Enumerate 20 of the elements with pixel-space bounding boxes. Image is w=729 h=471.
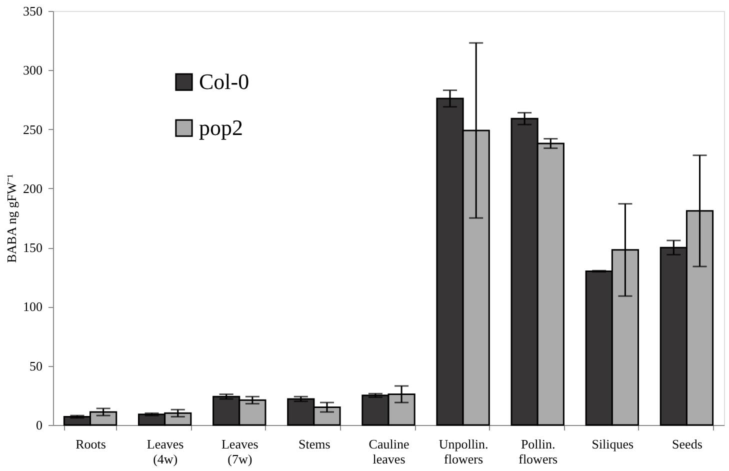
x-tick-label: Pollin. flowers [518,436,558,466]
y-tick-label: 50 [30,358,42,374]
legend-label: Col-0 [199,69,250,94]
x-tick-label: Roots [76,436,106,452]
x-tick-label: Cauline leaves [368,436,410,466]
x-tick-label: Stems [298,436,330,452]
y-tick-label: 250 [23,122,42,137]
y-tick-label: 0 [36,418,42,432]
y-tick-label: 300 [23,62,42,78]
y-tick-label: 350 [23,4,42,18]
x-tick-label: Leaves (7w) [221,436,258,466]
legend-label: pop2 [199,115,243,140]
y-tick-label: 100 [23,299,42,314]
x-tick-label: Unpollin. flowers [438,436,488,466]
x-tick-label: Seeds [672,436,702,452]
x-tick-label: Siliques [592,436,634,452]
x-tick-label: Leaves (4w) [146,436,184,466]
y-tick-label: 200 [23,180,42,196]
y-axis-title: BABA ng gFW⁻¹ [4,174,19,263]
y-tick-label: 150 [23,240,42,256]
